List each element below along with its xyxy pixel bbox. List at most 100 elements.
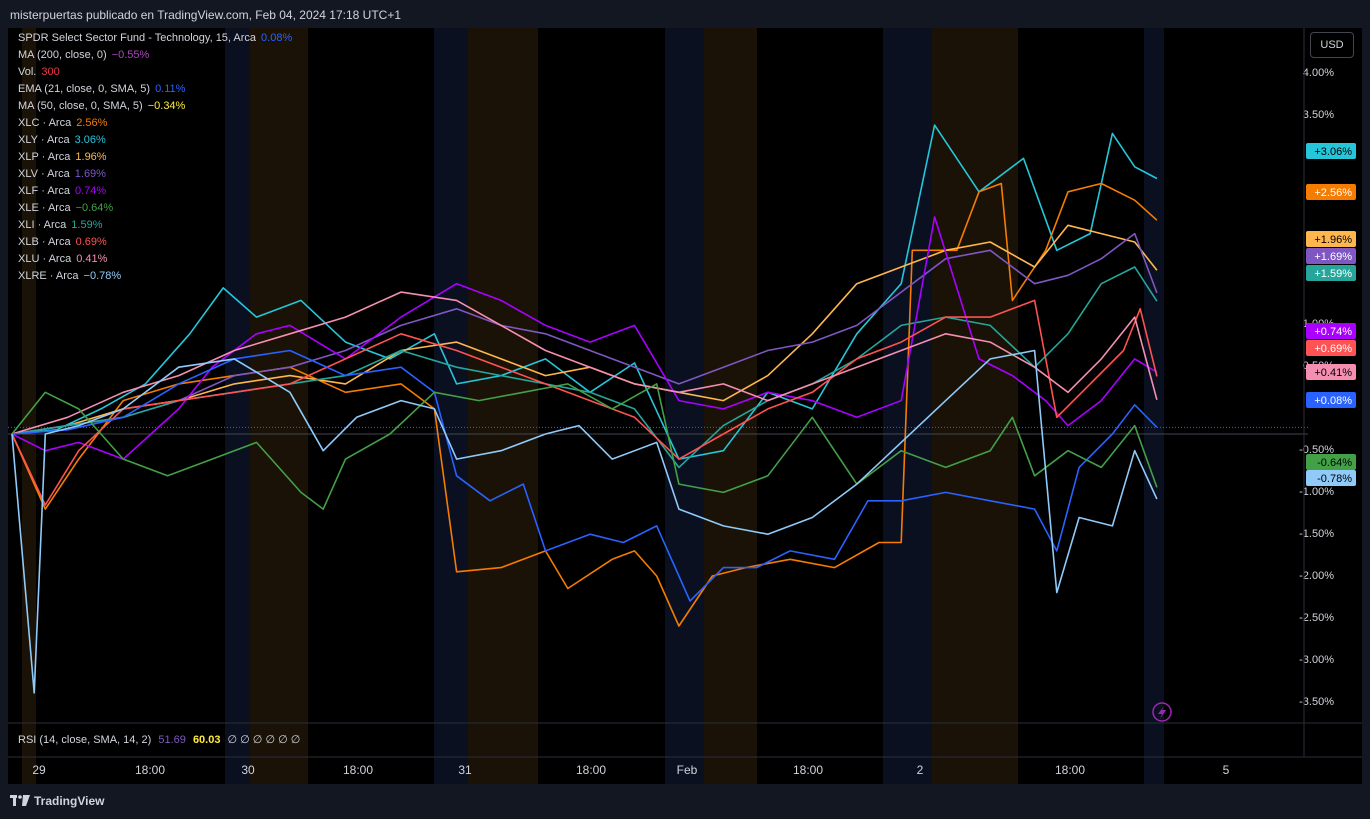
legend-value: −0.64% bbox=[75, 202, 114, 214]
legend-item: XLI · Arca 1.59% bbox=[18, 219, 103, 231]
legend-value: 1.59% bbox=[71, 219, 103, 231]
series-badge bbox=[1306, 323, 1356, 339]
legend-item: Vol. 300 bbox=[18, 66, 60, 78]
x-tick-label: 18:00 bbox=[576, 763, 606, 777]
y-tick-label: 4.00% bbox=[1303, 67, 1334, 79]
series-badge-label: +2.56% bbox=[1314, 187, 1352, 199]
series-badge-label: -0.64% bbox=[1317, 457, 1352, 469]
session-band bbox=[225, 28, 250, 784]
footer: TradingView bbox=[0, 784, 1370, 819]
x-tick-label: Feb bbox=[677, 763, 698, 777]
legend-item: MA (200, close, 0) −0.55% bbox=[18, 49, 149, 61]
series-badge bbox=[1306, 470, 1356, 486]
series-badge bbox=[1306, 265, 1356, 281]
rsi-value-1: 51.69 bbox=[158, 734, 186, 746]
legend-value: 0.74% bbox=[74, 185, 107, 197]
legend-label: XLF · Arca bbox=[18, 185, 70, 197]
series-badge-label: +0.41% bbox=[1314, 367, 1352, 379]
legend-label: MA (50, close, 0, SMA, 5) bbox=[18, 100, 143, 112]
legend-value: 2.56% bbox=[76, 117, 108, 129]
series-line-xlu bbox=[11, 291, 1158, 435]
chart-panel[interactable]: 4.00%3.50%1.00%0.50%-0.50%-1.00%-1.50%-2… bbox=[8, 28, 1362, 784]
y-tick-label: -3.50% bbox=[1299, 696, 1334, 708]
legend-item: XLU · Arca 0.41% bbox=[18, 253, 107, 265]
session-band bbox=[434, 28, 468, 784]
legend-item: XLC · Arca 2.56% bbox=[18, 117, 107, 129]
session-band bbox=[250, 28, 308, 784]
series-line-xle bbox=[11, 383, 1158, 510]
x-tick-label: 5 bbox=[1223, 763, 1230, 777]
legend-label: XLRE · Arca bbox=[18, 270, 79, 282]
x-tick-label: 18:00 bbox=[1055, 763, 1085, 777]
series-badge-label: -0.78% bbox=[1317, 473, 1352, 485]
legend-item: XLV · Arca 1.69% bbox=[18, 168, 106, 180]
legend-value: 0.11% bbox=[155, 83, 186, 95]
rsi-legend: RSI (14, close, SMA, 14, 2) 51.69 60.03 … bbox=[18, 733, 304, 746]
series-badge-label: +0.74% bbox=[1314, 326, 1352, 338]
legend-label: XLU · Arca bbox=[18, 253, 72, 265]
legend-label: XLV · Arca bbox=[18, 168, 70, 180]
chart-plot[interactable]: 4.00%3.50%1.00%0.50%-0.50%-1.00%-1.50%-2… bbox=[8, 28, 1362, 784]
legend-item: EMA (21, close, 0, SMA, 5) 0.11% bbox=[18, 83, 185, 95]
legend-value: 1.96% bbox=[75, 151, 107, 163]
legend-item: XLRE · Arca −0.78% bbox=[18, 270, 121, 282]
legend-value: 3.06% bbox=[74, 134, 106, 146]
x-tick-label: 18:00 bbox=[343, 763, 373, 777]
legend-label: SPDR Select Sector Fund - Technology, 15… bbox=[18, 32, 257, 44]
y-tick-label: 3.50% bbox=[1303, 109, 1334, 121]
series-badge bbox=[1306, 184, 1356, 200]
session-band bbox=[932, 28, 1018, 784]
series-badge bbox=[1306, 143, 1356, 159]
legend-value: −0.34% bbox=[147, 100, 186, 112]
currency-button[interactable]: USD bbox=[1310, 32, 1354, 58]
lightning-icon[interactable] bbox=[1152, 702, 1172, 722]
legend-item: XLB · Arca 0.69% bbox=[18, 236, 107, 248]
y-tick-label: -2.00% bbox=[1299, 570, 1334, 582]
series-badge bbox=[1306, 454, 1356, 470]
y-tick-label: -3.00% bbox=[1299, 654, 1334, 666]
session-band bbox=[1144, 28, 1164, 784]
legend-value: 0.41% bbox=[76, 253, 108, 265]
rsi-value-2: 60.03 bbox=[192, 734, 221, 746]
legend-label: Vol. bbox=[18, 66, 37, 78]
legend-value: −0.55% bbox=[111, 49, 150, 61]
series-badge bbox=[1306, 340, 1356, 356]
legend-item: MA (50, close, 0, SMA, 5) −0.34% bbox=[18, 100, 185, 112]
legend-label: XLB · Arca bbox=[18, 236, 71, 248]
series-line-xly bbox=[11, 124, 1158, 460]
x-tick-label: 30 bbox=[241, 763, 255, 777]
legend-label: EMA (21, close, 0, SMA, 5) bbox=[18, 83, 151, 95]
legend-value: 300 bbox=[41, 66, 60, 78]
series-line-xlk bbox=[11, 349, 1158, 602]
legend-label: XLE · Arca bbox=[18, 202, 71, 214]
publish-info: misterpuertas publicado en TradingView.c… bbox=[10, 8, 402, 22]
series-badge-label: +1.69% bbox=[1314, 251, 1352, 263]
series-line-xlv bbox=[11, 232, 1158, 435]
series-badge-label: +1.96% bbox=[1314, 234, 1352, 246]
logo-text: TradingView bbox=[34, 794, 105, 808]
rsi-empty-values: ∅ ∅ ∅ ∅ ∅ ∅ bbox=[227, 734, 301, 746]
legend-item: XLF · Arca 0.74% bbox=[18, 185, 106, 197]
y-tick-label: -2.50% bbox=[1299, 612, 1334, 624]
legend-item: XLE · Arca −0.64% bbox=[18, 202, 113, 214]
series-badge bbox=[1306, 392, 1356, 408]
legend-label: MA (200, close, 0) bbox=[18, 49, 107, 61]
tradingview-logo[interactable]: TradingView bbox=[10, 794, 104, 808]
y-tick-label: -0.50% bbox=[1299, 444, 1334, 456]
legend-value: 1.69% bbox=[74, 168, 106, 180]
x-tick-label: 18:00 bbox=[793, 763, 823, 777]
series-badge-label: +0.08% bbox=[1314, 395, 1352, 407]
legend-label: XLY · Arca bbox=[18, 134, 70, 146]
rsi-label: RSI (14, close, SMA, 14, 2) bbox=[18, 734, 152, 746]
top-bar: misterpuertas publicado en TradingView.c… bbox=[0, 0, 1370, 28]
series-badge bbox=[1306, 231, 1356, 247]
legend-label: XLC · Arca bbox=[18, 117, 72, 129]
series-line-xlb bbox=[11, 299, 1158, 506]
series-badge bbox=[1306, 248, 1356, 264]
legend-item: SPDR Select Sector Fund - Technology, 15… bbox=[18, 32, 292, 44]
legend-label: XLI · Arca bbox=[18, 219, 67, 231]
series-line-xlre bbox=[11, 349, 1158, 694]
series-badge-label: +1.59% bbox=[1314, 268, 1352, 280]
x-tick-label: 2 bbox=[917, 763, 924, 777]
series-badge-label: +3.06% bbox=[1314, 146, 1352, 158]
